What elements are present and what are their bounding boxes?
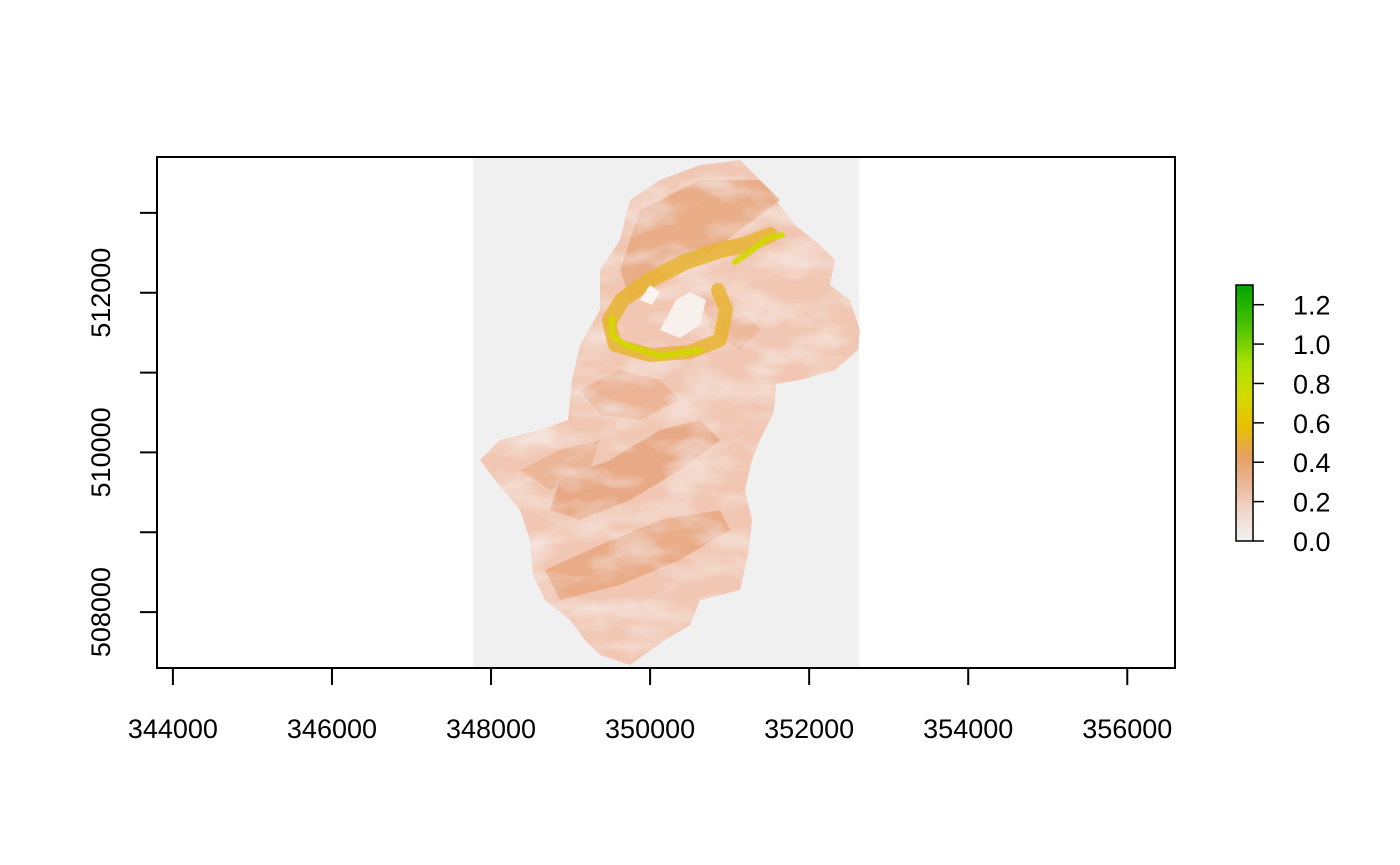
legend-tick-label: 0.2	[1293, 488, 1331, 518]
y-tick-label: 512000	[86, 248, 116, 338]
legend-color-bar	[1235, 284, 1254, 542]
steepest-ridge	[609, 315, 703, 360]
high-value-ridge	[602, 227, 778, 328]
y-tick-label: 508000	[86, 567, 116, 657]
steepest-ridge	[732, 232, 785, 265]
y-tick-label: 510000	[86, 407, 116, 497]
legend-tick-label: 0.4	[1293, 448, 1331, 478]
legend-tick-label: 1.0	[1293, 330, 1331, 360]
x-tick-label: 352000	[764, 714, 854, 744]
valley-band	[545, 510, 730, 600]
x-tick-label: 348000	[446, 714, 536, 744]
catchment-polygon	[480, 160, 860, 665]
x-tick-label: 356000	[1082, 714, 1172, 744]
legend-tick-label: 0.6	[1293, 409, 1331, 439]
raster-layer	[473, 157, 860, 668]
legend-tick-label: 1.2	[1293, 291, 1331, 321]
valley-band	[580, 370, 680, 420]
x-tick-label: 354000	[923, 714, 1013, 744]
legend: 0.0 0.2 0.4 0.6 0.8 1.0 1.2	[1235, 284, 1331, 557]
legend-tick-label: 0.0	[1293, 527, 1331, 557]
y-axis: 508000 510000 512000	[86, 211, 158, 657]
x-tick-label: 350000	[605, 714, 695, 744]
flat-area	[660, 292, 706, 338]
valley-band	[520, 440, 600, 490]
x-tick-label: 346000	[287, 714, 377, 744]
x-tick-label: 344000	[128, 714, 218, 744]
valley-band	[550, 420, 720, 520]
legend-tick-label: 0.8	[1293, 369, 1331, 399]
flat-area	[640, 285, 660, 305]
x-axis: 344000 346000 348000 350000 352000 354000 3560…	[128, 667, 1172, 744]
